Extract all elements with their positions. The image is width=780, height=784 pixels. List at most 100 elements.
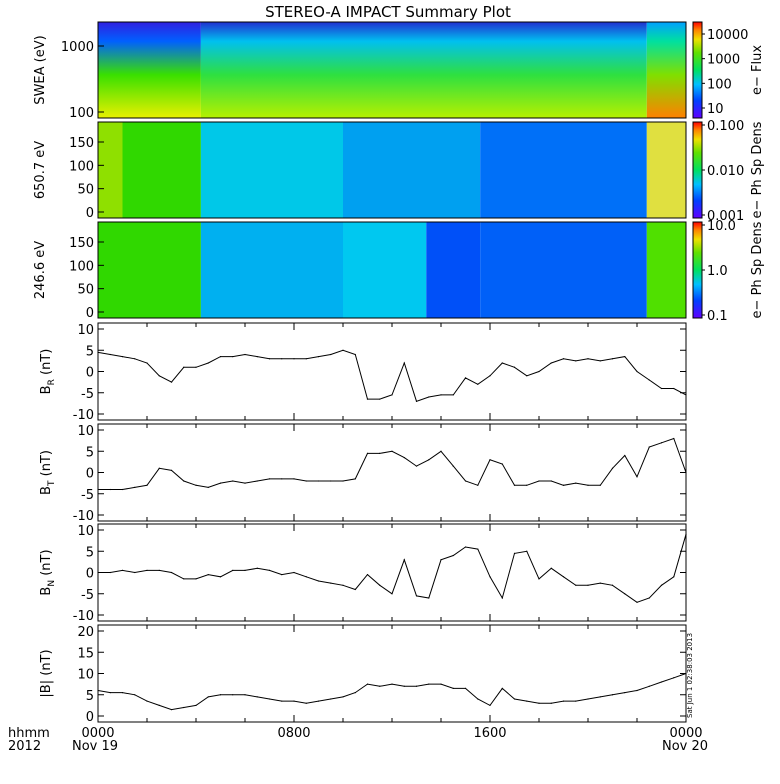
data-point [624, 454, 626, 457]
data-point [550, 362, 552, 364]
data-point [219, 482, 222, 484]
colorbar-tick-label: 0.001 [707, 209, 744, 224]
y-tick-label: 0 [86, 467, 94, 482]
y-tick-label: 100 [69, 259, 94, 274]
data-point [158, 375, 160, 377]
data-point [317, 700, 320, 702]
data-point [109, 353, 111, 356]
data-point [305, 702, 307, 704]
data-point [428, 683, 430, 685]
data-point [599, 360, 601, 362]
data-point [391, 450, 393, 452]
data-point [403, 685, 405, 687]
panel-6: -10 -5 0 5 10 BN (nT) [39, 523, 687, 624]
data-point [391, 593, 393, 595]
data-point [587, 584, 589, 586]
data-point [513, 552, 516, 554]
y-tick-label: -10 [73, 509, 94, 524]
data-point [624, 692, 626, 694]
data-point [599, 484, 601, 486]
y-tick-label: 100 [69, 159, 94, 174]
x-tick-label: 0000 [669, 726, 702, 741]
y-axis-label-main: B [39, 587, 54, 596]
data-point [207, 362, 209, 364]
data-point [538, 702, 540, 704]
x-tick-label: 0800 [277, 726, 310, 741]
data-point [501, 362, 503, 364]
data-point [403, 559, 405, 561]
data-point [440, 559, 442, 561]
data-point [489, 704, 491, 706]
data-point [134, 358, 136, 360]
data-point [673, 677, 675, 679]
y-axis-label-unit: (nT) [39, 549, 54, 579]
data-point [415, 465, 418, 467]
heatmap-segment [646, 222, 686, 318]
y-axis-label-main: |B| [39, 680, 54, 698]
data-point [489, 459, 491, 461]
data-point [109, 488, 111, 491]
data-point [428, 597, 430, 599]
y-axis-label: SWEA (eV) [33, 35, 48, 104]
panel-frame [97, 121, 687, 219]
data-point [195, 578, 197, 580]
panel-frame [97, 523, 687, 622]
data-point [648, 446, 650, 448]
y-axis-label-sub: R [47, 379, 57, 385]
data-point [599, 696, 601, 698]
colorbar-tick-label: 10 [707, 102, 724, 117]
data-point [379, 584, 381, 586]
data-point [195, 484, 197, 486]
data-point [207, 574, 209, 576]
data-point [293, 571, 295, 574]
data-point [452, 554, 454, 557]
colorbar-tick-label: 0.1 [707, 309, 728, 324]
data-point [232, 569, 234, 571]
data-point [489, 576, 491, 578]
data-point [550, 567, 552, 569]
data-point [330, 698, 332, 700]
data-point [134, 571, 136, 574]
data-point [562, 358, 565, 360]
data-point [158, 569, 160, 571]
y-tick-label: 5 [86, 545, 94, 560]
data-point [366, 683, 369, 685]
data-point [477, 698, 479, 700]
data-point [330, 353, 332, 356]
data-point [146, 700, 148, 702]
data-point [219, 576, 222, 578]
data-point [513, 698, 516, 700]
data-point [379, 685, 381, 687]
y-tick-label: 50 [77, 283, 94, 298]
data-point [673, 437, 675, 440]
colorbar [692, 121, 703, 219]
data-point [281, 700, 283, 702]
data-point [121, 356, 124, 358]
data-point [452, 465, 454, 467]
data-point [109, 571, 111, 574]
heatmap-segment [480, 122, 647, 218]
data-point [293, 358, 295, 360]
data-point [513, 484, 516, 486]
colorbar-tick-label: 10.0 [707, 219, 736, 234]
data-point [489, 375, 491, 377]
y-axis-label-sub: N [47, 580, 57, 587]
data-point [170, 709, 173, 711]
y-tick-label: 10 [77, 524, 94, 539]
data-point [183, 366, 185, 368]
data-point [366, 398, 369, 400]
heatmap-segment [343, 122, 481, 218]
y-tick-label: 0 [86, 366, 94, 381]
y-tick-label: 150 [69, 236, 94, 251]
data-point [685, 471, 687, 474]
end-date-label: Nov 20 [662, 739, 708, 754]
colorbar-tick-label: 100 [707, 77, 732, 92]
panel-frame [97, 221, 687, 319]
data-point [219, 356, 222, 358]
data-point [440, 394, 442, 396]
data-point [403, 457, 405, 459]
colorbar-tick-label: 1000 [707, 53, 740, 68]
data-point [415, 595, 418, 597]
y-tick-label: -10 [73, 408, 94, 423]
